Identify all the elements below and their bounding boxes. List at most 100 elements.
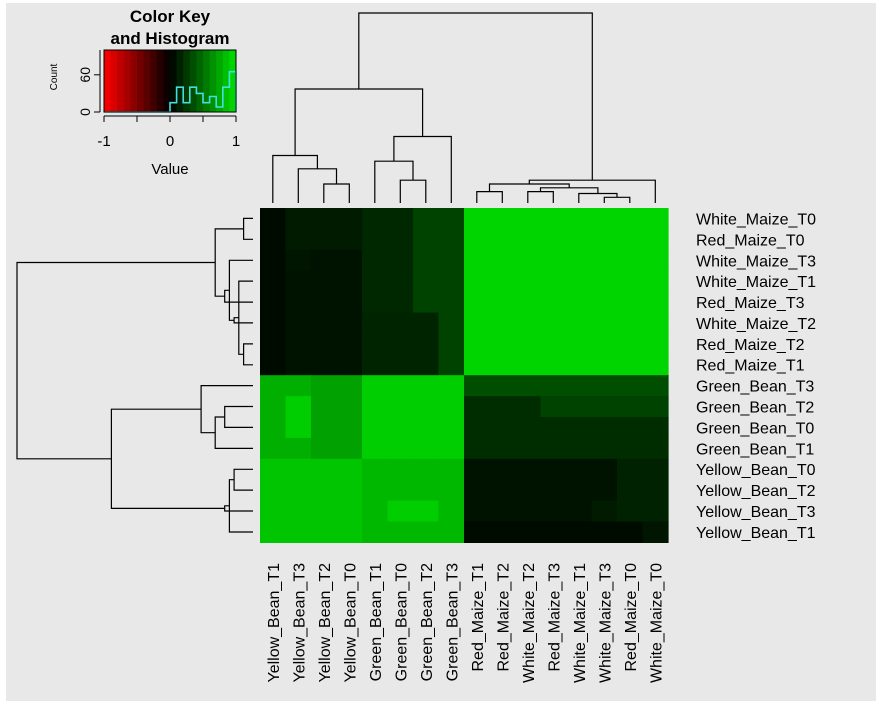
heatmap-cell xyxy=(260,500,287,523)
heatmap-cell xyxy=(336,354,363,376)
color-key-y-label: Count xyxy=(49,63,60,90)
color-key-band xyxy=(117,50,125,112)
heatmap-cell xyxy=(311,291,338,314)
heatmap-cell xyxy=(387,479,414,502)
heatmap-cell xyxy=(336,270,363,293)
heatmap-cell xyxy=(617,312,644,334)
heatmap-cell xyxy=(566,458,593,481)
heatmap-cell xyxy=(260,521,287,543)
heatmap-cell xyxy=(464,375,491,397)
heatmap-cell xyxy=(336,417,363,439)
heatmap-cell xyxy=(464,270,491,293)
color-key-band xyxy=(150,50,158,112)
heatmap-cell xyxy=(387,333,414,355)
heatmap-cell xyxy=(438,208,465,230)
heatmap-cell xyxy=(515,417,542,439)
heatmap-cell xyxy=(464,312,491,334)
heatmap-cell xyxy=(515,208,542,230)
heatmap-cell xyxy=(311,354,338,376)
heatmap-cell xyxy=(362,521,389,543)
heatmap-cell xyxy=(336,333,363,355)
heatmap-cell xyxy=(464,417,491,439)
color-key-band xyxy=(104,50,111,112)
heatmap-cell xyxy=(591,375,618,397)
heatmap-cell xyxy=(413,333,440,355)
heatmap-cell xyxy=(285,417,312,439)
heatmap-cell xyxy=(387,312,414,334)
heatmap-cell xyxy=(311,479,338,502)
heatmap-cell xyxy=(515,228,542,251)
heatmap-cell xyxy=(285,249,312,272)
heatmap-cell xyxy=(642,354,669,376)
heatmap-cell xyxy=(311,270,338,293)
heatmap-cell xyxy=(336,228,363,251)
heatmap-cell xyxy=(642,396,669,418)
heatmap-cell xyxy=(566,500,593,523)
row-label: Yellow_Bean_T3 xyxy=(696,504,816,521)
heatmap-cell xyxy=(413,249,440,272)
heatmap-cell xyxy=(617,437,644,460)
heatmap-cell xyxy=(591,396,618,418)
color-key-band xyxy=(229,50,237,112)
heatmap-cell xyxy=(413,375,440,397)
heatmap-cell xyxy=(285,228,312,251)
heatmap-cell xyxy=(285,458,312,481)
color-key-band xyxy=(189,50,197,112)
heatmap-cell xyxy=(438,375,465,397)
heatmap-cell xyxy=(285,521,312,543)
row-dendrogram xyxy=(16,217,253,533)
heatmap-cell xyxy=(387,354,414,376)
heatmap-cell xyxy=(311,417,338,439)
heatmap-cell xyxy=(489,375,516,397)
heatmap-cell xyxy=(387,375,414,397)
heatmap-cell xyxy=(515,479,542,502)
column-label: Yellow_Bean_T2 xyxy=(317,563,334,683)
heatmap-cell xyxy=(489,437,516,460)
heatmap-cell xyxy=(438,270,465,293)
color-key-y-tick-label: 60 xyxy=(77,67,93,83)
heatmap-cell xyxy=(260,437,287,460)
row-label: Yellow_Bean_T1 xyxy=(696,525,816,542)
heatmap-cell xyxy=(464,521,491,543)
heatmap-cell xyxy=(362,270,389,293)
color-key-band xyxy=(170,50,177,112)
heatmap-cell xyxy=(438,500,465,523)
heatmap-cell xyxy=(260,249,287,272)
heatmap-cell xyxy=(362,333,389,355)
heatmap-cell xyxy=(591,208,618,230)
heatmap-cell xyxy=(387,396,414,418)
column-label: White_Maize_T3 xyxy=(597,563,614,683)
heatmap-cell xyxy=(591,521,618,543)
row-label: Green_Bean_T3 xyxy=(696,379,814,396)
heatmap-cell xyxy=(489,249,516,272)
heatmap-cell xyxy=(336,458,363,481)
color-key-x-tick-label: 1 xyxy=(232,133,240,150)
heatmap-cell xyxy=(336,312,363,334)
color-key-y-tick-label: 0 xyxy=(77,108,93,116)
heatmap-cell xyxy=(438,479,465,502)
heatmap-cell xyxy=(413,354,440,376)
heatmap-cell xyxy=(540,249,567,272)
column-label: White_Maize_T1 xyxy=(572,563,589,683)
color-key-band xyxy=(137,50,144,112)
heatmap-cell xyxy=(642,270,669,293)
heatmap-cell xyxy=(413,270,440,293)
heatmap-cell xyxy=(566,417,593,439)
heatmap-cell xyxy=(413,228,440,251)
heatmap-cell xyxy=(413,396,440,418)
heatmap-cell xyxy=(515,270,542,293)
heatmap-cell xyxy=(489,312,516,334)
column-label: Green_Bean_T3 xyxy=(444,563,461,681)
color-key-histogram xyxy=(104,70,237,113)
heatmap-cell xyxy=(362,458,389,481)
heatmap-cell xyxy=(540,208,567,230)
heatmap-cell xyxy=(591,437,618,460)
heatmap-cell xyxy=(540,417,567,439)
dendrogram-branch xyxy=(358,12,593,181)
heatmap-cell xyxy=(362,437,389,460)
row-label: Green_Bean_T1 xyxy=(696,441,814,458)
color-key-band xyxy=(123,50,131,112)
heatmap-cell xyxy=(311,500,338,523)
color-key-band xyxy=(209,50,217,112)
heatmap-cell xyxy=(413,312,440,334)
